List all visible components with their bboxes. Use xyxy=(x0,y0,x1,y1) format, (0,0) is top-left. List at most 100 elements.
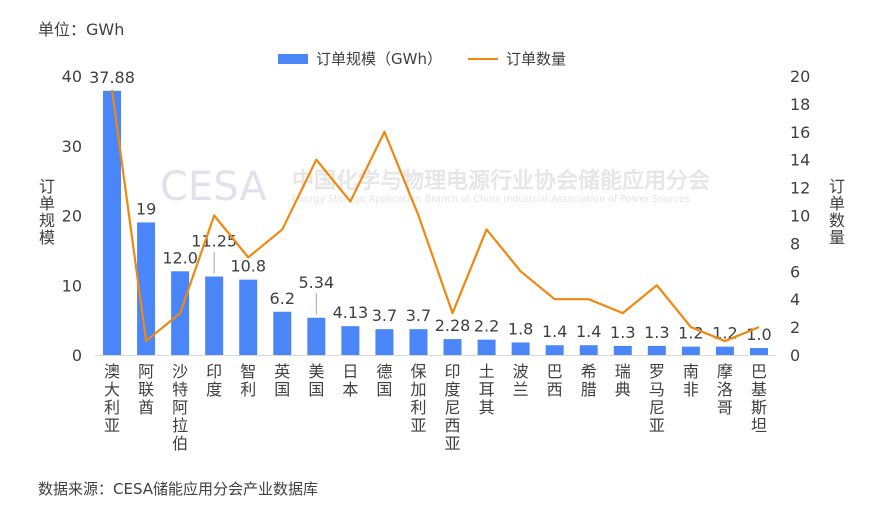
x-tick-label: 其 xyxy=(479,398,495,417)
bar xyxy=(341,326,360,355)
x-tick-label: 利 xyxy=(410,398,426,417)
x-tick-label: 阿 xyxy=(172,398,188,417)
x-tick-label: 亚 xyxy=(410,416,426,435)
source-note: 数据来源：CESA储能应用分会产业数据库 xyxy=(38,480,319,498)
bar xyxy=(749,348,768,355)
x-tick-label: 亚 xyxy=(104,416,120,435)
bar-data-label: 2.2 xyxy=(474,317,499,336)
x-tick-label: 尼 xyxy=(649,398,665,417)
legend-line-swatch xyxy=(467,57,498,60)
x-tick-label: 基 xyxy=(751,380,767,399)
x-tick-label: 国 xyxy=(308,380,324,399)
bar-data-label: 5.34 xyxy=(299,273,335,292)
y-left-tick: 40 xyxy=(62,67,82,86)
bar xyxy=(477,339,496,355)
unit-label: 单位：GWh xyxy=(38,20,125,39)
x-tick-label: 马 xyxy=(649,380,665,399)
bar-data-label: 1.4 xyxy=(576,322,601,341)
bar-data-label: 37.88 xyxy=(89,68,135,87)
watermark-en: Energy Storage Application Branch of Chi… xyxy=(292,194,690,205)
bar-data-label: 12.0 xyxy=(162,248,198,267)
bar xyxy=(375,329,394,355)
x-tick-label: 印 xyxy=(445,362,461,381)
bar-data-label: 4.13 xyxy=(333,303,369,322)
x-tick-label: 尼 xyxy=(445,398,461,417)
legend: 订单规模（GWh） 订单数量 xyxy=(278,48,566,69)
x-tick-label: 坦 xyxy=(751,416,767,435)
x-tick-label: 联 xyxy=(138,380,154,399)
x-tick-label: 洛 xyxy=(717,380,733,399)
x-tick-label: 土 xyxy=(479,362,495,381)
x-tick-label: 腊 xyxy=(581,380,597,399)
y-axis-left-title: 订单规模 xyxy=(38,177,55,247)
bar-data-label: 1.8 xyxy=(508,319,533,338)
y-left-tick: 30 xyxy=(62,137,82,156)
bar xyxy=(681,346,700,355)
bar xyxy=(307,317,326,355)
bar xyxy=(239,279,258,355)
bar xyxy=(273,311,292,355)
y-axis-right-title: 订单数量 xyxy=(828,177,845,247)
x-tick-label: 英 xyxy=(274,362,290,381)
bar-data-label: 1.3 xyxy=(610,323,635,342)
bar xyxy=(205,276,224,355)
bar xyxy=(137,222,156,355)
legend-line-label: 订单数量 xyxy=(505,50,566,68)
bar xyxy=(647,345,666,355)
x-tick-label: 西 xyxy=(547,380,563,399)
x-tick-label: 南 xyxy=(683,362,699,381)
x-tick-label: 日 xyxy=(342,362,358,381)
x-tick-label: 印 xyxy=(206,362,222,381)
bar xyxy=(103,90,122,356)
x-tick-label: 阿 xyxy=(138,362,154,381)
watermark-logo: CESA xyxy=(160,164,267,210)
x-tick-label: 利 xyxy=(104,398,120,417)
y-left-tick: 10 xyxy=(62,276,82,295)
order-count-line xyxy=(110,89,760,343)
bar xyxy=(545,345,564,355)
x-tick-label: 伯 xyxy=(172,434,188,453)
x-tick-label: 耳 xyxy=(479,380,495,399)
x-tick-label: 拉 xyxy=(172,416,188,435)
x-tick-label: 兰 xyxy=(513,380,529,399)
x-tick-label: 摩 xyxy=(717,362,733,381)
x-tick-label: 西 xyxy=(445,416,461,435)
bar-data-label: 3.7 xyxy=(406,306,431,325)
x-tick-label: 国 xyxy=(274,380,290,399)
bar xyxy=(715,346,734,355)
bar xyxy=(443,339,462,355)
y-left-tick: 20 xyxy=(62,207,82,226)
y-right-tick: 14 xyxy=(790,151,810,170)
x-tick-label: 斯 xyxy=(751,398,767,417)
bar xyxy=(613,345,632,355)
bar-data-label: 1.3 xyxy=(644,323,669,342)
x-tick-label: 智 xyxy=(240,362,256,381)
x-tick-label: 本 xyxy=(342,380,358,399)
x-tick-label: 典 xyxy=(615,380,631,399)
bar-data-label: 1.2 xyxy=(678,324,703,343)
x-tick-label: 度 xyxy=(445,380,461,399)
bar-data-label: 19 xyxy=(136,199,156,218)
x-tick-label: 国 xyxy=(376,380,392,399)
x-tick-label: 澳 xyxy=(104,362,120,381)
x-tick-label: 巴 xyxy=(751,362,767,381)
bar-data-label: 2.28 xyxy=(435,316,471,335)
bar-data-label: 1.4 xyxy=(542,322,567,341)
x-tick-label: 加 xyxy=(410,380,426,399)
x-tick-label: 波 xyxy=(513,362,529,381)
y-right-tick: 16 xyxy=(790,123,810,142)
legend-bar-swatch xyxy=(278,53,308,64)
x-tick-label: 罗 xyxy=(649,362,665,381)
y-right-tick: 2 xyxy=(790,318,800,337)
bar-data-label: 1.2 xyxy=(712,324,737,343)
x-tick-label: 美 xyxy=(308,362,324,381)
y-right-tick: 4 xyxy=(790,290,800,309)
x-tick-label: 德 xyxy=(376,362,392,381)
x-tick-label: 非 xyxy=(683,380,699,399)
bar xyxy=(409,329,428,355)
y-right-tick: 6 xyxy=(790,262,800,281)
x-tick-label: 亚 xyxy=(445,434,461,453)
watermark-cn: 中国化学与物理电源行业协会储能应用分会 xyxy=(292,168,710,194)
x-tick-label: 保 xyxy=(410,362,426,381)
